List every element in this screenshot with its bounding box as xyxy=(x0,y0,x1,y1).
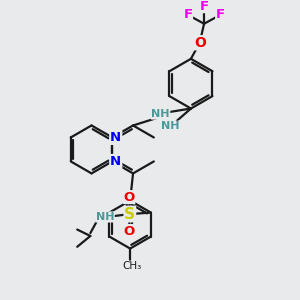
Text: F: F xyxy=(183,8,193,22)
Text: N: N xyxy=(110,155,122,168)
Text: NH: NH xyxy=(161,121,180,131)
Text: N: N xyxy=(110,131,122,144)
Text: O: O xyxy=(124,190,135,204)
Text: O: O xyxy=(194,36,206,50)
Text: S: S xyxy=(124,207,135,222)
Text: F: F xyxy=(216,8,225,22)
Text: F: F xyxy=(200,0,208,13)
Text: NH: NH xyxy=(96,212,114,222)
Text: O: O xyxy=(124,224,135,238)
Text: NH: NH xyxy=(151,109,170,119)
Text: CH₃: CH₃ xyxy=(122,261,142,271)
